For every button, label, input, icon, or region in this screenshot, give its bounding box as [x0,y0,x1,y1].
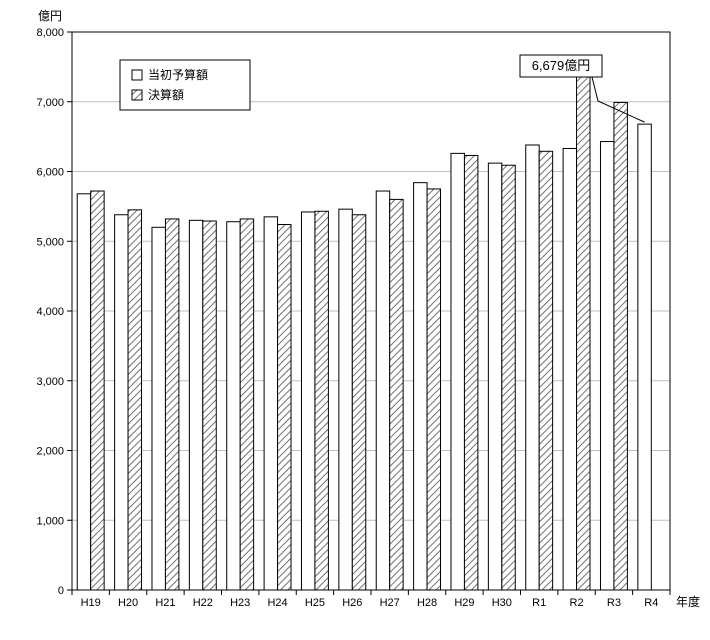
x-tick-label: H24 [267,597,287,609]
bar-budget [451,153,464,590]
x-tick-label: R2 [570,597,584,609]
x-tick-label: R1 [532,597,546,609]
x-tick-label: H27 [380,597,400,609]
bar-settlement [502,165,515,590]
y-axis-title: 億円 [38,9,62,23]
bar-budget [152,227,165,590]
bar-settlement [165,219,178,590]
bar-settlement [539,151,552,590]
y-tick-label: 2,000 [36,446,64,458]
y-tick-label: 8,000 [36,27,64,39]
bar-settlement [352,215,365,590]
bar-budget [264,217,277,590]
bar-budget [488,163,501,590]
x-tick-label: H20 [118,597,138,609]
budget-bar-chart: 0 1,000 2,000 3,000 4,000 5,000 6,000 7,000 8,00… [0,0,710,640]
callout-text: 6,679億円 [532,58,591,73]
bar-budget [189,220,202,590]
bar-budget [414,183,427,590]
y-tick-label: 5,000 [36,236,64,248]
bar-settlement [464,155,477,590]
x-tick-label: H26 [342,597,362,609]
legend-swatch-budget [132,70,142,80]
bar-budget [600,142,613,590]
x-tick-label: R4 [644,597,658,609]
y-tick-label: 0 [58,585,64,597]
y-tick-label: 4,000 [36,306,64,318]
bar-budget [227,222,240,590]
legend-swatch-settlement [132,90,142,100]
legend-label-budget: 当初予算額 [148,67,208,82]
x-tick-label: H29 [454,597,474,609]
y-tick-label: 1,000 [36,515,64,527]
x-tick-label: H22 [193,597,213,609]
bar-settlement [315,211,328,590]
chart-svg: 0 1,000 2,000 3,000 4,000 5,000 6,000 7,000 8,00… [0,0,710,640]
x-tick-label: H28 [417,597,437,609]
x-tick-label: R3 [607,597,621,609]
x-tick-label: H23 [230,597,250,609]
y-tick-label: 7,000 [36,97,64,109]
y-tick-label: 3,000 [36,376,64,388]
bar-settlement [91,191,104,590]
y-tick-label: 6,000 [36,167,64,179]
bar-settlement [390,199,403,590]
bar-settlement [577,69,590,590]
bar-budget [638,124,651,590]
bar-settlement [128,210,141,590]
x-tick-label: H21 [155,597,175,609]
bar-budget [376,191,389,590]
bar-settlement [427,189,440,590]
x-tick-label: H30 [492,597,512,609]
x-tick-label: H19 [81,597,101,609]
bar-budget [563,148,576,590]
bar-budget [526,145,539,590]
bar-settlement [203,221,216,590]
x-axis-title: 年度 [676,594,700,609]
bar-settlement [278,225,291,590]
legend-label-settlement: 決算額 [148,87,184,102]
bar-budget [77,194,90,590]
bars-group [77,69,651,590]
x-axis-ticks: H19 H20 H21 H22 H23 H24 H25 H26 H27 H28 H29 H30 R1 R2… [72,590,670,609]
bar-settlement [240,219,253,590]
x-tick-label: H25 [305,597,325,609]
bar-budget [301,212,314,590]
y-axis-ticks: 0 1,000 2,000 3,000 4,000 5,000 6,000 7,000 8,00… [36,27,72,597]
bar-settlement [614,102,627,590]
legend: 当初予算額 決算額 [120,60,250,110]
bar-budget [339,209,352,590]
bar-budget [115,215,128,590]
